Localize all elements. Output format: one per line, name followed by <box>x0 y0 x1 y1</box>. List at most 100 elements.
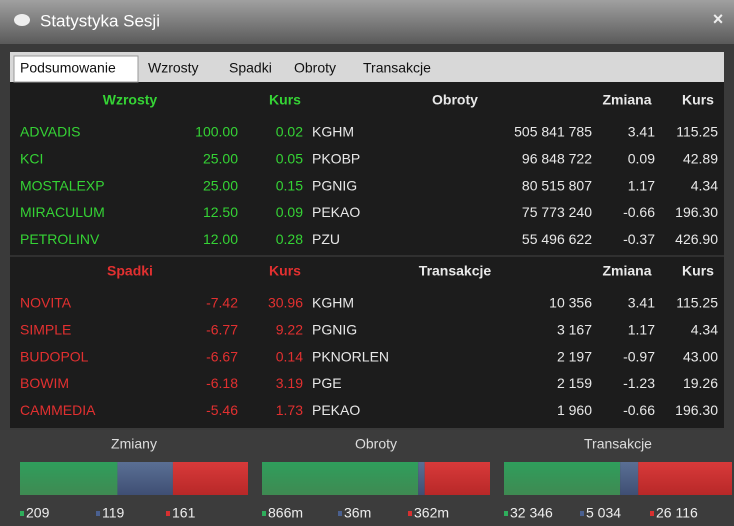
cell: 1.73 <box>276 402 303 418</box>
cell: -1.23 <box>623 375 655 391</box>
table-bg <box>10 82 724 428</box>
cell: ADVADIS <box>20 124 80 140</box>
bar-segment <box>262 462 419 495</box>
cell: BUDOPOL <box>20 348 89 364</box>
cell: 1 960 <box>557 402 592 418</box>
cell: 12.00 <box>203 231 238 247</box>
cell: 3.41 <box>628 295 655 311</box>
cell: PZU <box>312 231 340 247</box>
bar-segment <box>424 462 490 495</box>
cell: 25.00 <box>203 151 238 167</box>
cell: 3 167 <box>557 322 592 338</box>
cell: 80 515 807 <box>522 177 592 193</box>
tab[interactable]: Obroty <box>294 60 336 76</box>
cell: MIRACULUM <box>20 204 105 220</box>
cell: 2 197 <box>557 348 592 364</box>
tab[interactable]: Wzrosty <box>148 60 199 76</box>
cell: 0.02 <box>276 124 303 140</box>
legend-swatch <box>96 511 100 516</box>
legend-swatch <box>262 511 266 516</box>
legend-value: 209 <box>26 505 50 521</box>
bar-segment <box>117 462 173 495</box>
cell: -6.18 <box>206 375 238 391</box>
cell: -7.42 <box>206 295 238 311</box>
cell: NOVITA <box>20 295 72 311</box>
cell: PEKAO <box>312 402 360 418</box>
cell: 55 496 622 <box>522 231 592 247</box>
cell: 2 159 <box>557 375 592 391</box>
tab[interactable]: Podsumowanie <box>20 60 116 76</box>
cell: PETROLINV <box>20 231 100 247</box>
cell: 10 356 <box>549 295 592 311</box>
legend-swatch <box>504 511 508 516</box>
legend-swatch <box>20 511 24 516</box>
cell: KGHM <box>312 124 354 140</box>
cell: 115.25 <box>676 295 718 311</box>
legend-value: 5 034 <box>586 505 621 521</box>
cell: 100.00 <box>195 124 238 140</box>
bar-segment <box>504 462 621 495</box>
cell: 4.34 <box>691 322 718 338</box>
cell: 505 841 785 <box>514 124 592 140</box>
cell: 196.30 <box>675 402 718 418</box>
legend-value: 866m <box>268 505 303 521</box>
legend-swatch <box>338 511 342 516</box>
legend-swatch <box>580 511 584 516</box>
cell: 0.14 <box>276 348 303 364</box>
bar-segment <box>418 462 425 495</box>
column-header: Zmiana <box>602 92 651 108</box>
cell: 19.26 <box>683 375 718 391</box>
cell: -0.97 <box>623 348 655 364</box>
column-header: Kurs <box>682 92 714 108</box>
column-header: Obroty <box>432 92 478 108</box>
cell: 96 848 722 <box>522 151 592 167</box>
cell: 1.17 <box>628 322 655 338</box>
cell: 426.90 <box>675 231 718 247</box>
cell: -0.66 <box>623 402 655 418</box>
cell: PKNORLEN <box>312 348 389 364</box>
legend-value: 32 346 <box>510 505 553 521</box>
cell: 115.25 <box>676 124 718 140</box>
legend-swatch <box>408 511 412 516</box>
cell: -5.46 <box>206 402 238 418</box>
cell: 42.89 <box>683 151 718 167</box>
column-header: Kurs <box>269 92 301 108</box>
window-title: Statystyka Sesji <box>40 11 160 30</box>
column-header: Zmiana <box>602 263 651 279</box>
cell: 9.22 <box>276 322 303 338</box>
column-header: Transakcje <box>419 263 492 279</box>
cell: SIMPLE <box>20 322 71 338</box>
cell: 3.19 <box>276 375 303 391</box>
legend-swatch <box>166 511 170 516</box>
legend-value: 119 <box>102 505 125 521</box>
bar-segment <box>620 462 639 495</box>
cell: PGNIG <box>312 322 357 338</box>
cell: 0.05 <box>276 151 303 167</box>
close-button[interactable]: × <box>713 9 724 29</box>
bar-segment <box>20 462 118 495</box>
cell: PGNIG <box>312 177 357 193</box>
cell: 0.09 <box>628 151 655 167</box>
cell: PEKAO <box>312 204 360 220</box>
app-icon <box>14 14 30 26</box>
tab[interactable]: Spadki <box>229 60 272 76</box>
cell: 4.34 <box>691 177 718 193</box>
tab[interactable]: Transakcje <box>363 60 431 76</box>
column-header: Kurs <box>682 263 714 279</box>
cell: 43.00 <box>683 348 718 364</box>
legend-value: 26 116 <box>656 505 698 521</box>
cell: 25.00 <box>203 177 238 193</box>
legend-value: 362m <box>414 505 449 521</box>
cell: -0.66 <box>623 204 655 220</box>
cell: 12.50 <box>203 204 238 220</box>
bar-segment <box>172 462 248 495</box>
cell: MOSTALEXP <box>20 177 105 193</box>
cell: 0.15 <box>276 177 303 193</box>
cell: -6.67 <box>206 348 238 364</box>
cell: KCI <box>20 151 43 167</box>
summary-title: Zmiany <box>111 436 157 452</box>
summary-title: Transakcje <box>584 436 652 452</box>
cell: PKOBP <box>312 151 360 167</box>
